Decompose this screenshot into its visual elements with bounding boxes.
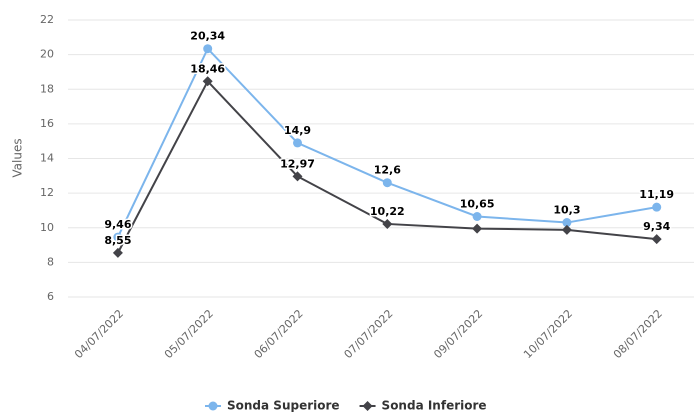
marker: [472, 223, 483, 234]
data-label: 12,97: [280, 157, 315, 170]
y-tick-label: 18: [40, 82, 54, 95]
marker: [652, 202, 662, 212]
legend-marker: [208, 401, 218, 411]
marker: [112, 247, 123, 258]
data-label: 11,19: [639, 188, 674, 201]
marker: [113, 232, 123, 242]
legend-label: Sonda Inferiore: [382, 399, 487, 412]
marker: [382, 218, 393, 229]
y-tick-label: 8: [47, 255, 54, 268]
y-tick-label: 22: [40, 13, 54, 26]
x-tick-label: 06/07/2022: [252, 307, 306, 361]
data-label: 14,9: [284, 124, 311, 137]
x-tick-label: 09/07/2022: [431, 307, 485, 361]
data-label: 20,34: [190, 30, 225, 43]
legend-label: Sonda Superiore: [227, 399, 340, 412]
y-tick-label: 10: [40, 221, 54, 234]
data-label: 18,46: [190, 62, 225, 75]
data-label: 9,34: [643, 220, 670, 233]
y-tick-label: 16: [40, 117, 54, 130]
y-tick-label: 6: [47, 290, 54, 303]
data-label: 8,55: [104, 234, 131, 247]
marker: [561, 224, 572, 235]
marker: [293, 138, 302, 148]
data-label: 10,22: [370, 205, 405, 218]
data-label: 9,46: [104, 218, 131, 231]
marker: [202, 76, 213, 87]
marker: [382, 178, 392, 188]
marker: [562, 218, 572, 228]
legend-item: Sonda Superiore: [205, 399, 340, 412]
x-tick-label: 10/07/2022: [521, 307, 575, 361]
data-label: 12,6: [374, 164, 401, 177]
marker: [651, 234, 662, 245]
y-tick-label: 20: [40, 48, 54, 61]
legend-marker: [362, 401, 373, 411]
x-tick-label: 04/07/2022: [72, 307, 126, 361]
marker: [203, 44, 213, 54]
data-label: 10,3: [553, 204, 580, 217]
marker: [472, 211, 482, 221]
data-label: 10,65: [460, 197, 495, 210]
x-tick-label: 05/07/2022: [162, 307, 216, 361]
x-tick-label: 07/07/2022: [342, 307, 396, 361]
y-tick-label: 14: [40, 152, 54, 165]
legend-item: Sonda Inferiore: [359, 399, 487, 412]
y-axis-title: Values: [11, 138, 25, 177]
x-tick-label: 08/07/2022: [611, 307, 665, 361]
y-tick-label: 12: [40, 186, 54, 199]
marker: [292, 171, 303, 182]
